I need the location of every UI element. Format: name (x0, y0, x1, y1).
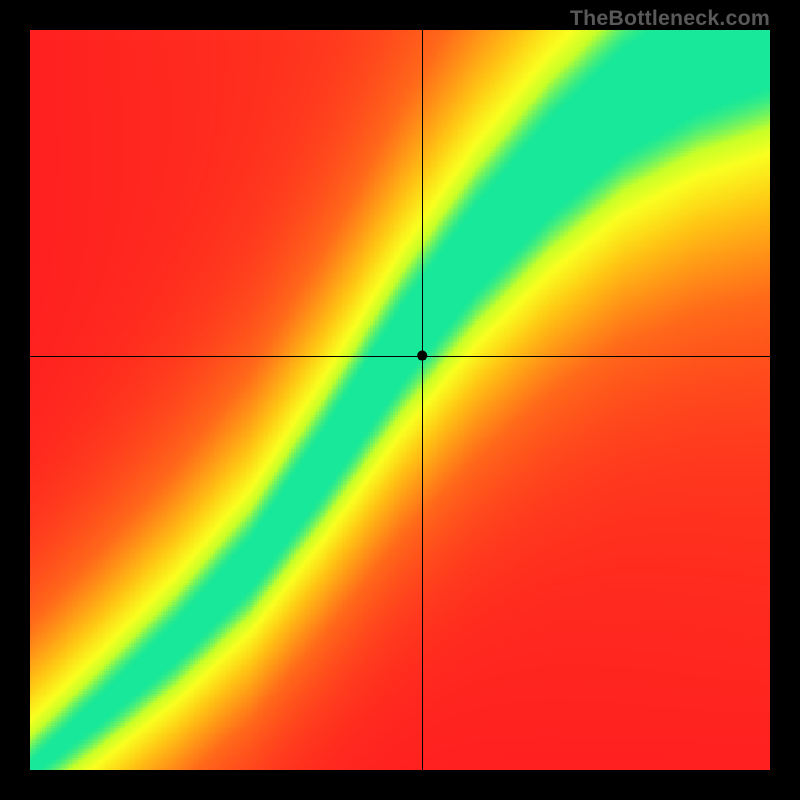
chart-container: TheBottleneck.com (0, 0, 800, 800)
bottleneck-heatmap (0, 0, 800, 800)
watermark-text: TheBottleneck.com (570, 6, 770, 31)
